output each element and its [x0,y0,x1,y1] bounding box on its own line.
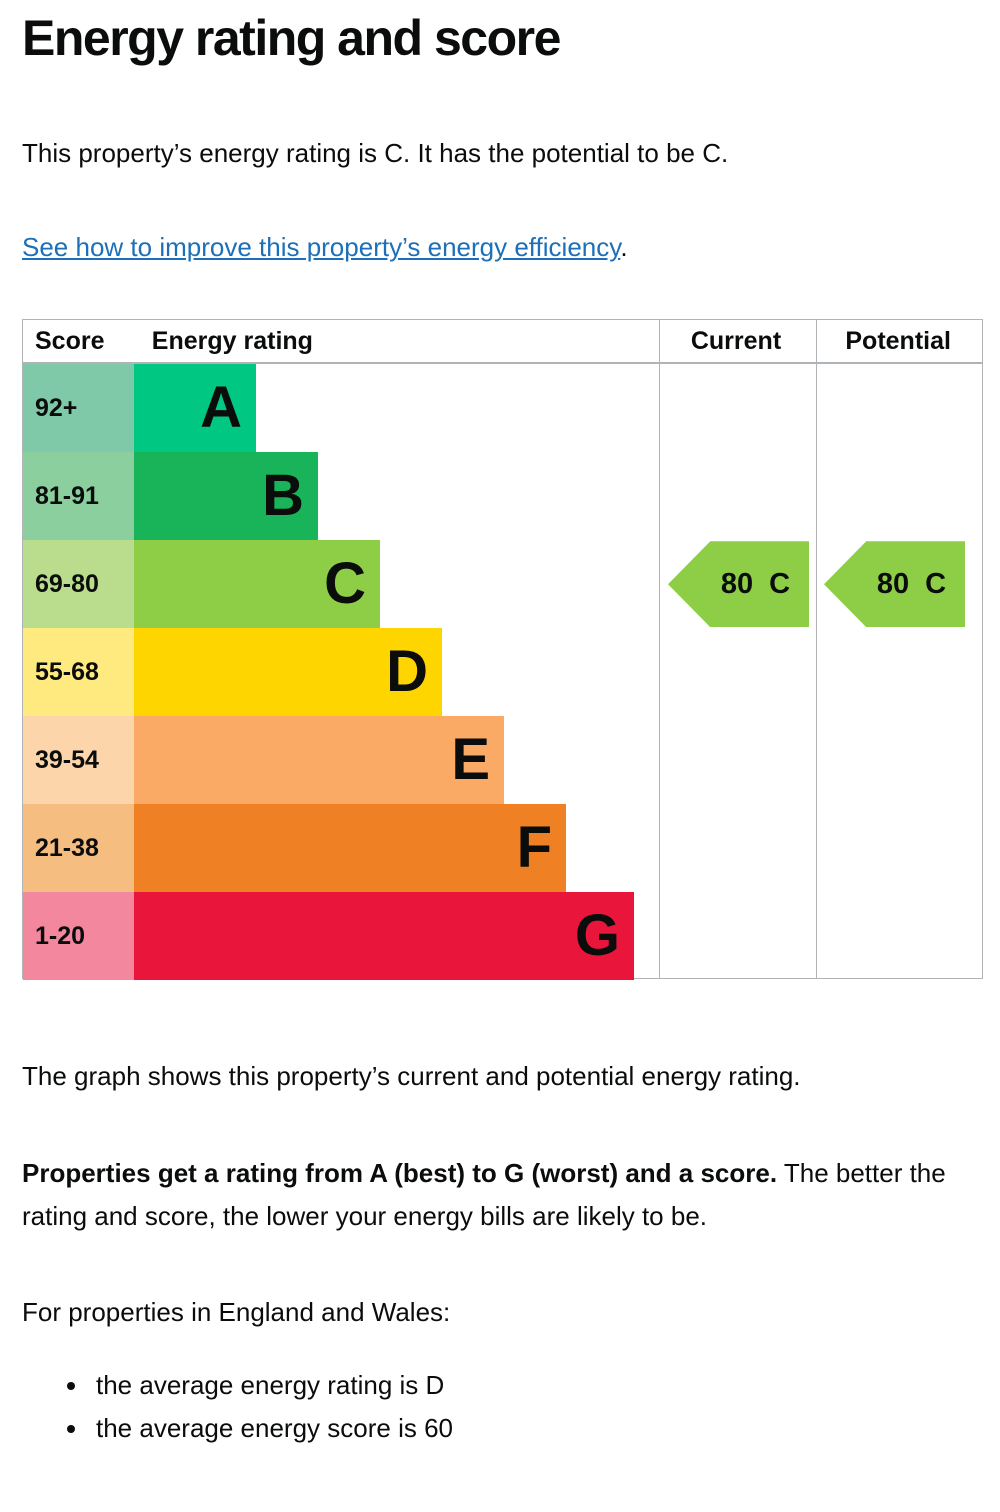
band-score-label: 92+ [35,393,78,422]
current-rating-band: C [769,567,791,600]
current-rating-score: 80 [720,567,754,600]
band-score-label: 55-68 [35,657,99,686]
column-header-energy-rating: Energy rating [151,326,313,355]
epc-band-row: 92+ A [23,364,982,453]
potential-column-divider [816,320,817,979]
band-bar: E [134,716,504,805]
epc-band-row: 81-91 B [23,452,982,541]
graph-caption: The graph shows this property’s current … [22,1061,801,1092]
band-letter: C [324,551,366,617]
band-bar: F [134,804,566,893]
regional-averages-list: the average energy rating is Dthe averag… [22,1364,983,1451]
epc-band-row: 69-80 C [23,540,982,629]
band-score-cell: 69-80 [23,540,134,629]
band-score-label: 1-20 [35,921,86,950]
band-letter: A [200,375,242,441]
band-letter: G [574,903,620,969]
epc-band-row: 55-68 D [23,628,982,717]
epc-band-row: 39-54 E [23,716,982,805]
band-score-cell: 92+ [23,364,134,453]
improve-link-row: See how to improve this property’s energ… [22,232,983,263]
band-letter: F [516,815,552,881]
column-header-score: Score [35,326,105,355]
rating-explanation-rest: The better the rating and score, the low… [22,1158,946,1232]
rating-explanation: Properties get a rating from A (best) to… [22,1152,983,1238]
column-header-potential: Potential [845,326,951,355]
current-column-divider [659,320,660,979]
band-score-label: 21-38 [35,833,99,862]
band-score-cell: 39-54 [23,716,134,805]
rating-explanation-bold: Properties get a rating from A (best) to… [22,1158,778,1189]
band-score-cell: 21-38 [23,804,134,893]
link-suffix: . [620,232,628,263]
band-bar: C [134,540,380,629]
band-bar: B [134,452,318,541]
band-bar: A [134,364,256,453]
epc-band-row: 1-20 G [23,892,982,981]
improve-efficiency-link[interactable]: See how to improve this property’s energ… [22,232,621,263]
band-letter: B [262,463,304,529]
rating-summary-text: This property’s energy rating is C. It h… [22,137,729,168]
band-bar: G [134,892,634,981]
epc-band-row: 21-38 F [23,804,982,893]
epc-band-rows: 92+ A 81-91 B 69-80 C 55-68 D 39-54 E [23,364,982,981]
epc-chart-header: Score Energy rating Current Potential [23,320,982,365]
band-bar: D [134,628,442,717]
regional-average-item: the average energy score is 60 [90,1407,983,1451]
band-letter: E [451,727,490,793]
column-header-current: Current [690,326,782,355]
potential-rating-band: C [925,567,947,600]
band-score-label: 69-80 [35,569,99,598]
regional-intro: For properties in England and Wales: [22,1296,451,1327]
page-title: Energy rating and score [22,10,561,66]
band-score-cell: 1-20 [23,892,134,981]
regional-average-item: the average energy rating is D [90,1364,983,1408]
band-score-cell: 55-68 [23,628,134,717]
epc-rating-chart: Score Energy rating Current Potential 92… [22,319,983,981]
band-score-cell: 81-91 [23,452,134,541]
band-score-label: 39-54 [35,745,99,774]
potential-rating-score: 80 [876,567,910,600]
band-score-label: 81-91 [35,481,99,510]
band-letter: D [386,639,428,705]
